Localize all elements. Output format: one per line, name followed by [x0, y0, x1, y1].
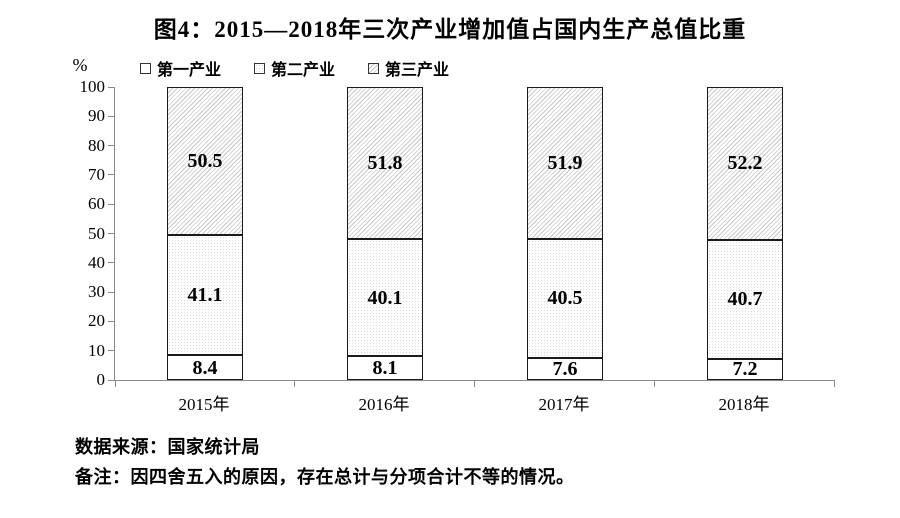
bar-segment-secondary-industry: 40.1 [347, 238, 423, 357]
y-axis-label: 60 [88, 194, 105, 214]
y-axis-label: 70 [88, 164, 105, 184]
x-axis-label: 2017年 [538, 395, 590, 414]
x-axis-tick [115, 381, 116, 387]
legend: 第一产业 第二产业 第三产业 [140, 56, 449, 80]
bar-value-label: 40.7 [727, 288, 763, 311]
y-axis-tick [108, 291, 114, 293]
legend-label: 第一产业 [157, 62, 222, 79]
bar-segment-secondary-industry: 41.1 [167, 234, 243, 356]
y-axis-label: 80 [88, 135, 105, 155]
y-axis-label: 10 [88, 340, 105, 360]
plot-area: 100 90 80 70 60 50 40 30 20 10 0 8.4 41.1 50.5 8.1 40.1… [80, 77, 835, 389]
y-axis-unit-label: % [72, 55, 88, 75]
remark-note: 备注：因四舍五入的原因，存在总计与分项合计不等的情况。 [75, 467, 575, 487]
x-axis-tick [834, 381, 835, 387]
y-axis-tick [108, 320, 114, 322]
x-axis-tick [654, 381, 655, 387]
bar-segment-secondary-industry: 40.7 [707, 239, 783, 359]
y-axis-tick [108, 115, 114, 117]
bar-group: 7.2 40.7 52.2 [707, 86, 783, 381]
y-axis-label: 40 [88, 252, 105, 272]
y-axis-label: 90 [88, 106, 105, 126]
y-axis-label: 30 [88, 282, 105, 302]
bar-value-label: 40.1 [367, 286, 403, 309]
y-axis-label: 50 [88, 223, 105, 243]
y-axis-tick [108, 350, 114, 352]
y-axis-tick [108, 174, 114, 176]
x-axis-label: 2018年 [718, 395, 770, 414]
bar-segment-tertiary-industry: 51.8 [347, 87, 423, 239]
bar-segment-secondary-industry: 40.5 [527, 239, 603, 358]
x-axis-label: 2016年 [358, 395, 410, 414]
x-axis-labels: 2015年 2016年 2017年 2018年 [114, 390, 834, 414]
bar-value-label: 40.5 [547, 287, 583, 310]
legend-item: 第一产业 [140, 56, 221, 80]
bar-group: 7.6 40.5 51.9 [527, 87, 603, 380]
bar-segment-tertiary-industry: 50.5 [167, 87, 243, 235]
legend-item: 第二产业 [254, 56, 335, 80]
legend-label: 第二产业 [271, 62, 336, 79]
y-axis-tick [108, 379, 114, 381]
x-axis-tick [474, 381, 475, 387]
y-axis-label: 100 [79, 77, 106, 96]
bar-value-label: 8.1 [372, 357, 398, 380]
bar-segment-tertiary-industry: 51.9 [527, 87, 603, 240]
y-axis-label: 0 [96, 370, 106, 389]
bar-segment-tertiary-industry: 52.2 [707, 86, 783, 240]
bar-value-label: 7.2 [732, 358, 758, 381]
bar-value-label: 52.2 [727, 152, 763, 175]
bar-segment-primary-industry: 7.2 [707, 358, 783, 381]
y-axis-tick [108, 86, 114, 88]
legend-item: 第三产业 [368, 56, 449, 80]
y-axis-tick [108, 145, 114, 147]
y-axis-tick [108, 203, 114, 205]
source-note: 数据来源：国家统计局 [75, 437, 260, 457]
bar-value-label: 8.4 [192, 356, 218, 379]
y-axis-tick [108, 262, 114, 264]
chart-title: 图4：2015—2018年三次产业增加值占国内生产总值比重 [153, 17, 747, 42]
bar-value-label: 51.9 [547, 152, 583, 175]
bar-group: 8.1 40.1 51.8 [347, 87, 423, 380]
bar-value-label: 50.5 [187, 149, 223, 172]
y-axis-tick [108, 233, 114, 234]
bar-segment-primary-industry: 8.4 [167, 355, 243, 380]
bar-value-label: 7.6 [552, 357, 578, 380]
bar-value-label: 41.1 [187, 284, 223, 307]
x-axis-tick [294, 381, 295, 387]
bar-group: 8.4 41.1 50.5 [167, 87, 243, 380]
legend-swatch-dots-icon [254, 62, 266, 74]
legend-swatch-hatch-icon [368, 62, 380, 74]
bar-segment-primary-industry: 7.6 [527, 357, 603, 380]
x-axis-label: 2015年 [178, 395, 230, 414]
bar-value-label: 51.8 [367, 151, 403, 174]
bar-segment-primary-industry: 8.1 [347, 356, 423, 380]
legend-swatch-plain-icon [140, 62, 151, 74]
legend-label: 第三产业 [385, 62, 450, 79]
y-axis-label: 20 [88, 311, 105, 331]
